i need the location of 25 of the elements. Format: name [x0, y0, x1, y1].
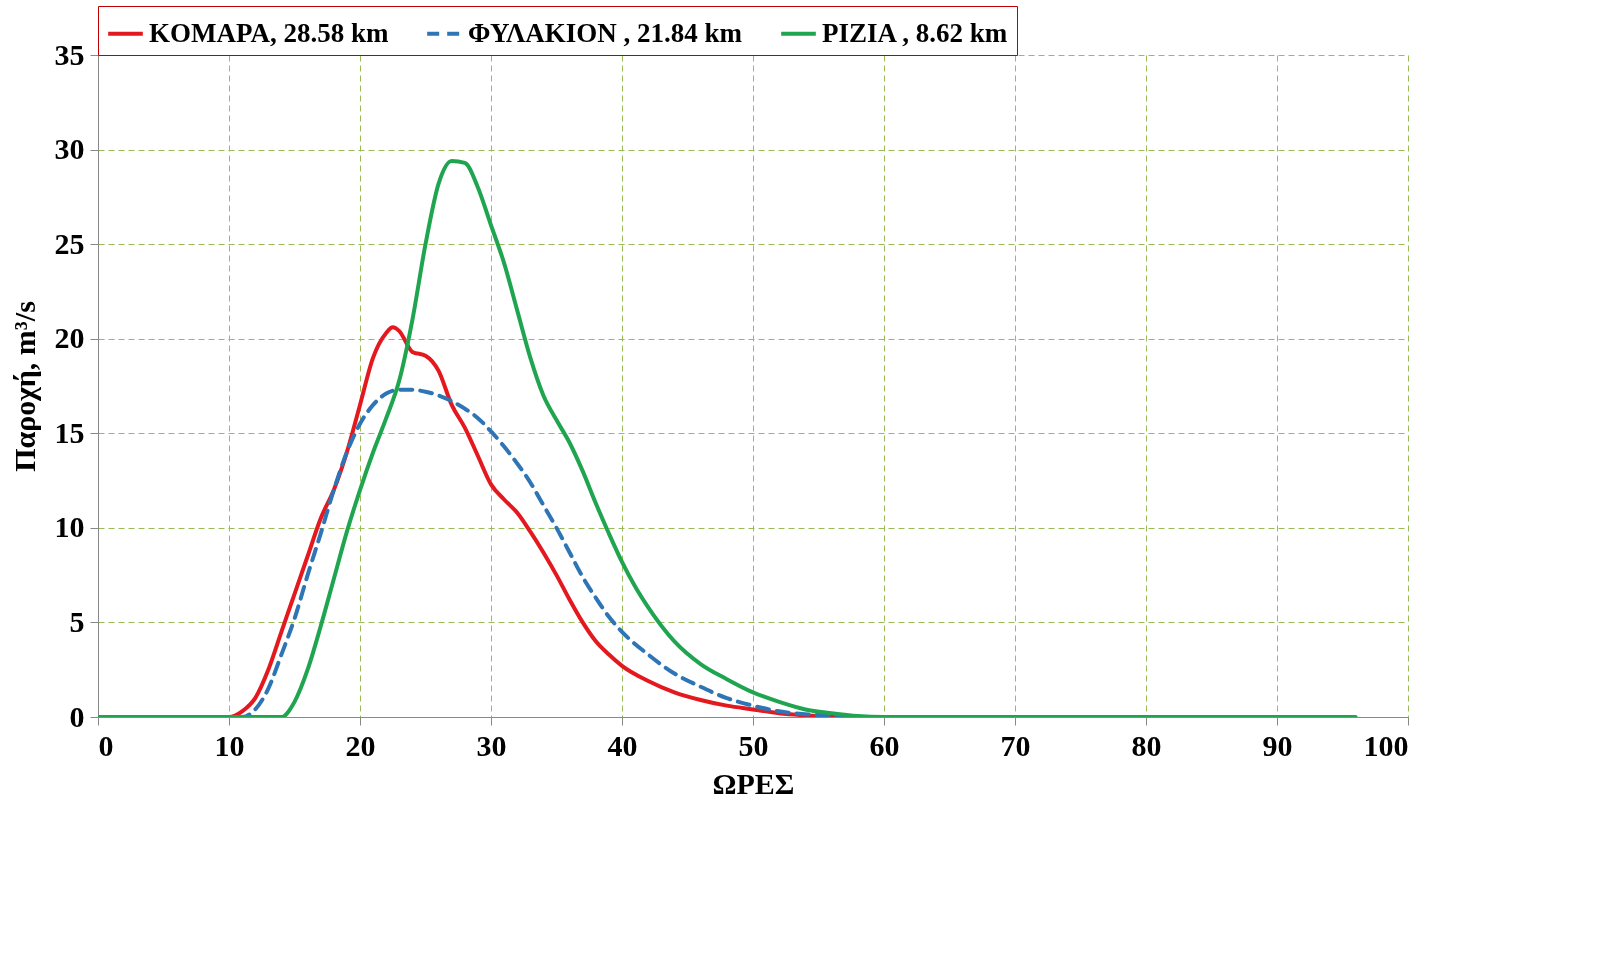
legend-label: ΦΥΛΑΚΙΟΝ , 21.84 km	[468, 17, 743, 48]
x-tick-label: 30	[476, 728, 507, 762]
legend-label: KOMAPA, 28.58 km	[149, 17, 389, 48]
y-tick-label: 15	[54, 415, 85, 449]
y-tick-label: 30	[54, 132, 85, 166]
y-tick-label: 20	[54, 321, 85, 355]
x-tick-label: 80	[1131, 728, 1162, 762]
x-tick-label: 60	[869, 728, 900, 762]
line-series	[98, 158, 1358, 717]
x-tick-label: 20	[345, 728, 376, 762]
x-tick-label: 0	[98, 728, 114, 762]
y-axis-title: Παροχή, m³/s	[7, 301, 41, 472]
y-tick-label: 35	[54, 37, 85, 71]
x-axis-title: ΩΡΕΣ	[712, 766, 795, 800]
x-tick-label: 50	[738, 728, 769, 762]
legend-label: PIZIA , 8.62 km	[822, 17, 1008, 48]
y-tick-label: 5	[69, 604, 85, 638]
x-tick-label: 100	[1363, 728, 1409, 762]
x-tick-label: 10	[214, 728, 245, 762]
y-tick-label: 0	[69, 699, 85, 733]
y-tick-label: 25	[54, 226, 85, 260]
x-tick-label: 40	[607, 728, 638, 762]
y-tick-label: 10	[54, 510, 85, 544]
x-tick-label: 90	[1262, 728, 1293, 762]
x-tick-label: 70	[1000, 728, 1031, 762]
